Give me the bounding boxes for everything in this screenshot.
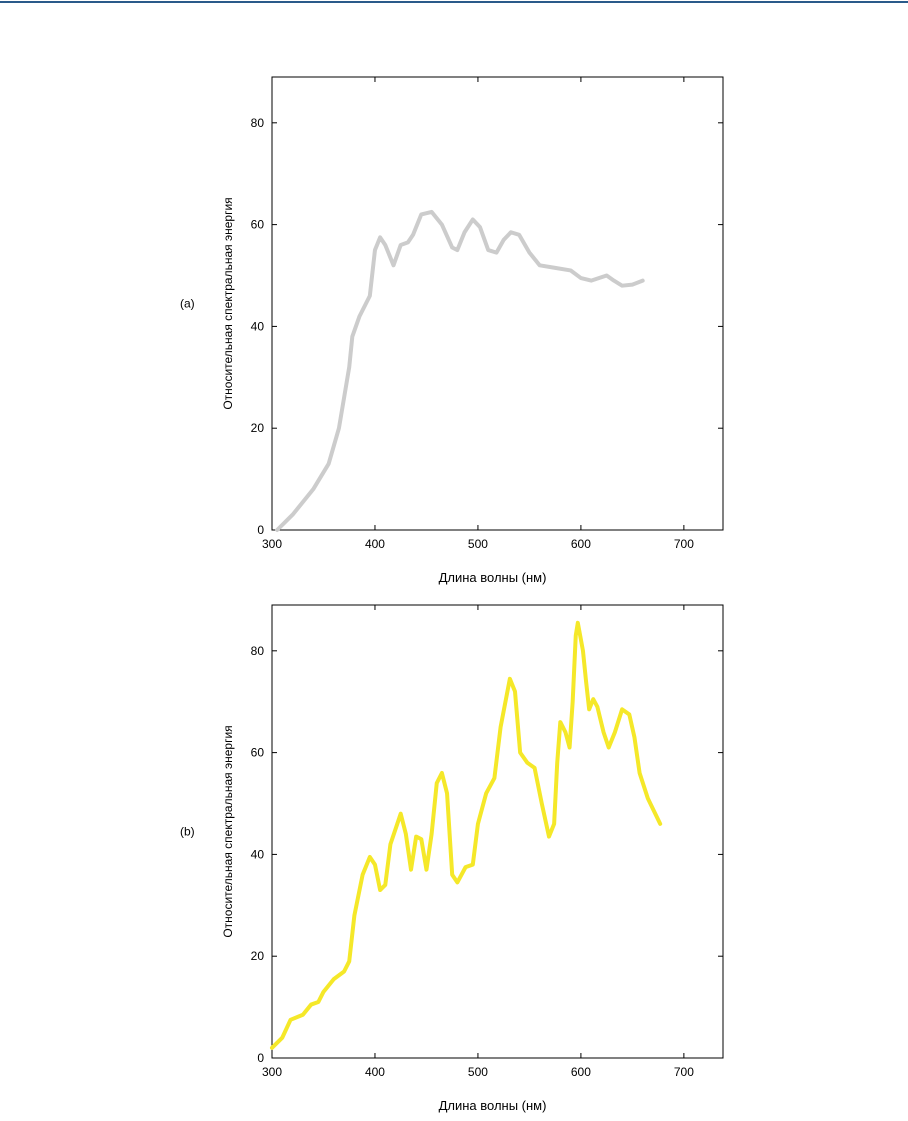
- x-tick-label: 500: [468, 537, 488, 551]
- plot-frame: [271, 604, 724, 1059]
- y-tick-label: 20: [251, 421, 265, 435]
- y-tick-label: 20: [251, 949, 265, 963]
- y-tick-label: 80: [251, 644, 265, 658]
- x-tick-label: 400: [365, 1065, 385, 1079]
- x-tick-label: 700: [674, 1065, 694, 1079]
- x-tick-label: 700: [674, 537, 694, 551]
- plot-frame: [271, 76, 724, 531]
- x-axis-label: Длина волны (нм): [439, 570, 547, 585]
- x-tick-label: 600: [571, 1065, 591, 1079]
- data-line: [270, 620, 663, 1050]
- panel-label: (b): [180, 825, 195, 839]
- panel-label: (a): [180, 297, 195, 311]
- y-tick-label: 80: [251, 116, 265, 130]
- y-axis-label: Относительная спектральная энергия: [221, 725, 235, 937]
- x-tick-label: 600: [571, 537, 591, 551]
- y-tick-label: 40: [251, 319, 265, 333]
- x-tick-label: 300: [262, 1065, 282, 1079]
- y-tick-label: 40: [251, 847, 265, 861]
- x-axis-label: Длина волны (нм): [439, 1098, 547, 1113]
- y-tick-label: 60: [251, 218, 265, 232]
- x-tick-label: 500: [468, 1065, 488, 1079]
- y-axis-label: Относительная спектральная энергия: [221, 197, 235, 409]
- y-tick-label: 60: [251, 746, 265, 760]
- data-line: [275, 209, 645, 532]
- x-tick-label: 400: [365, 537, 385, 551]
- y-tick-label: 0: [257, 523, 264, 537]
- y-tick-label: 0: [257, 1051, 264, 1065]
- x-tick-label: 300: [262, 537, 282, 551]
